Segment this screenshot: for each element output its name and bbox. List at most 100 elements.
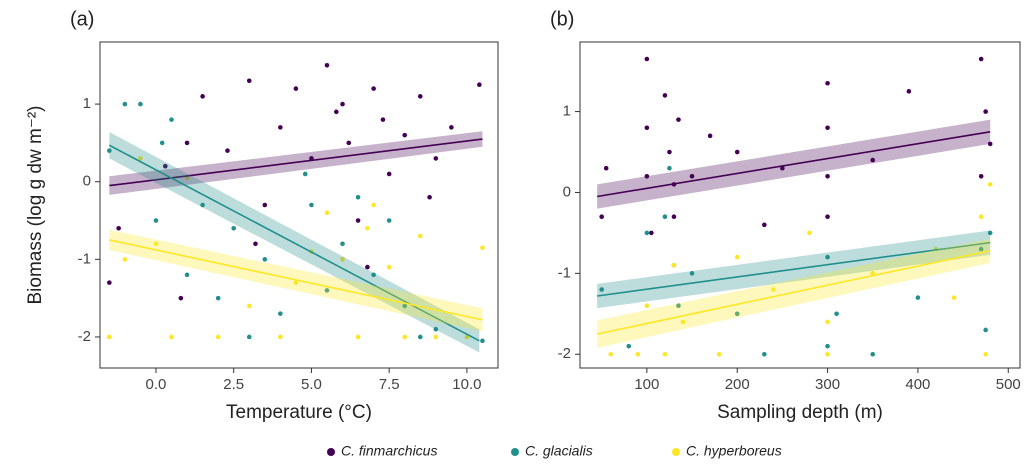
- point: [215, 295, 221, 301]
- x-axis-title: Sampling depth (m): [717, 402, 883, 423]
- point: [278, 311, 283, 316]
- point: [153, 218, 159, 223]
- point: [716, 351, 722, 357]
- plot-frame: [99, 41, 499, 369]
- point: [340, 241, 345, 247]
- point: [386, 171, 392, 177]
- point: [433, 334, 439, 340]
- x-tick-label: 7.5: [379, 376, 400, 393]
- point: [449, 125, 454, 130]
- point: [225, 148, 230, 153]
- x-tick-label: 5.0: [301, 376, 322, 393]
- point: [309, 202, 314, 208]
- point: [662, 214, 668, 220]
- point: [870, 157, 876, 163]
- point: [371, 272, 376, 278]
- point: [644, 56, 650, 62]
- point: [603, 165, 609, 171]
- y-axis-title: Biomass (log g dw m⁻²): [25, 105, 46, 304]
- point: [635, 351, 641, 357]
- point: [662, 93, 668, 98]
- point: [402, 132, 408, 138]
- point: [834, 311, 839, 317]
- point: [978, 214, 984, 220]
- x-tick-label: 0.0: [146, 376, 167, 393]
- point: [626, 343, 632, 349]
- point: [122, 257, 128, 262]
- point: [983, 327, 988, 333]
- point: [169, 334, 174, 340]
- point: [667, 149, 672, 155]
- point: [825, 351, 830, 357]
- point: [116, 225, 121, 231]
- point: [355, 194, 361, 200]
- point: [433, 156, 439, 161]
- point: [153, 241, 159, 247]
- point: [253, 241, 258, 247]
- point: [987, 141, 993, 147]
- point: [825, 214, 830, 220]
- point: [480, 338, 485, 344]
- y-tick-label: 1: [563, 103, 571, 120]
- fit-line: [109, 239, 483, 321]
- point: [355, 334, 361, 340]
- panel-label: (b): [550, 8, 574, 30]
- point: [644, 230, 650, 236]
- point: [159, 140, 165, 146]
- point: [644, 303, 650, 309]
- point: [402, 334, 408, 340]
- point: [825, 319, 830, 325]
- point: [978, 246, 984, 252]
- point: [825, 343, 830, 349]
- y-tick-label: -2: [78, 328, 91, 345]
- point: [978, 173, 984, 179]
- x-tick-label: 500: [996, 376, 1021, 393]
- point: [386, 264, 392, 270]
- point: [262, 202, 268, 208]
- point: [169, 117, 174, 122]
- point: [200, 94, 205, 99]
- point: [662, 351, 668, 357]
- point: [293, 86, 299, 91]
- point: [915, 295, 921, 300]
- point: [371, 202, 376, 208]
- legend-marker: [327, 448, 335, 456]
- point: [734, 311, 740, 317]
- x-axis-title: Temperature (°C): [226, 402, 372, 423]
- point: [365, 225, 370, 231]
- legend-label: C. finmarchicus: [341, 443, 437, 459]
- point: [825, 80, 830, 86]
- point: [355, 218, 361, 223]
- point: [107, 148, 112, 153]
- point: [599, 214, 604, 220]
- point: [734, 254, 740, 260]
- point: [365, 264, 370, 270]
- point: [386, 218, 392, 223]
- point: [870, 351, 876, 357]
- point: [480, 245, 485, 250]
- point: [644, 173, 650, 179]
- panel-label: (a): [70, 8, 94, 30]
- plot-area: [597, 56, 993, 357]
- x-tick-label: 2.5: [223, 376, 244, 393]
- point: [324, 288, 330, 293]
- x-tick-label: 400: [905, 376, 930, 393]
- x-tick-label: 300: [815, 376, 840, 393]
- point: [676, 117, 681, 122]
- point: [278, 334, 283, 340]
- point: [246, 78, 252, 84]
- x-tick-label: 100: [634, 376, 659, 393]
- point: [987, 182, 993, 187]
- point: [780, 165, 785, 171]
- x-tick-label: 10.0: [452, 376, 481, 393]
- y-tick-label: 0: [83, 173, 91, 190]
- point: [608, 351, 614, 357]
- point: [246, 334, 252, 340]
- point: [707, 133, 713, 139]
- point: [978, 56, 984, 62]
- point: [184, 272, 190, 278]
- legend-marker: [511, 448, 519, 456]
- point: [762, 222, 767, 228]
- legend-marker: [672, 448, 680, 456]
